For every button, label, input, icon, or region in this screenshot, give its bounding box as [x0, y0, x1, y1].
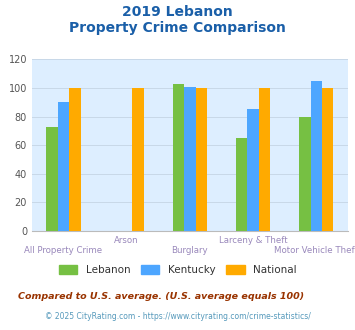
Bar — [247, 110, 259, 231]
Bar — [236, 138, 247, 231]
Text: Compared to U.S. average. (U.S. average equals 100): Compared to U.S. average. (U.S. average … — [18, 292, 304, 301]
Bar — [259, 88, 270, 231]
Bar — [299, 116, 311, 231]
Text: Burglary: Burglary — [171, 246, 208, 255]
Text: All Property Crime: All Property Crime — [24, 246, 103, 255]
Text: Arson: Arson — [114, 236, 139, 245]
Bar — [58, 102, 69, 231]
Bar — [132, 88, 144, 231]
Bar — [184, 86, 196, 231]
Bar — [69, 88, 81, 231]
Legend: Lebanon, Kentucky, National: Lebanon, Kentucky, National — [54, 261, 301, 280]
Text: 2019 Lebanon: 2019 Lebanon — [122, 5, 233, 19]
Text: © 2025 CityRating.com - https://www.cityrating.com/crime-statistics/: © 2025 CityRating.com - https://www.city… — [45, 312, 310, 321]
Text: Larceny & Theft: Larceny & Theft — [219, 236, 288, 245]
Bar — [196, 88, 207, 231]
Bar — [173, 84, 184, 231]
Bar — [322, 88, 333, 231]
Bar — [311, 81, 322, 231]
Text: Property Crime Comparison: Property Crime Comparison — [69, 21, 286, 35]
Bar — [47, 127, 58, 231]
Text: Motor Vehicle Theft: Motor Vehicle Theft — [274, 246, 355, 255]
